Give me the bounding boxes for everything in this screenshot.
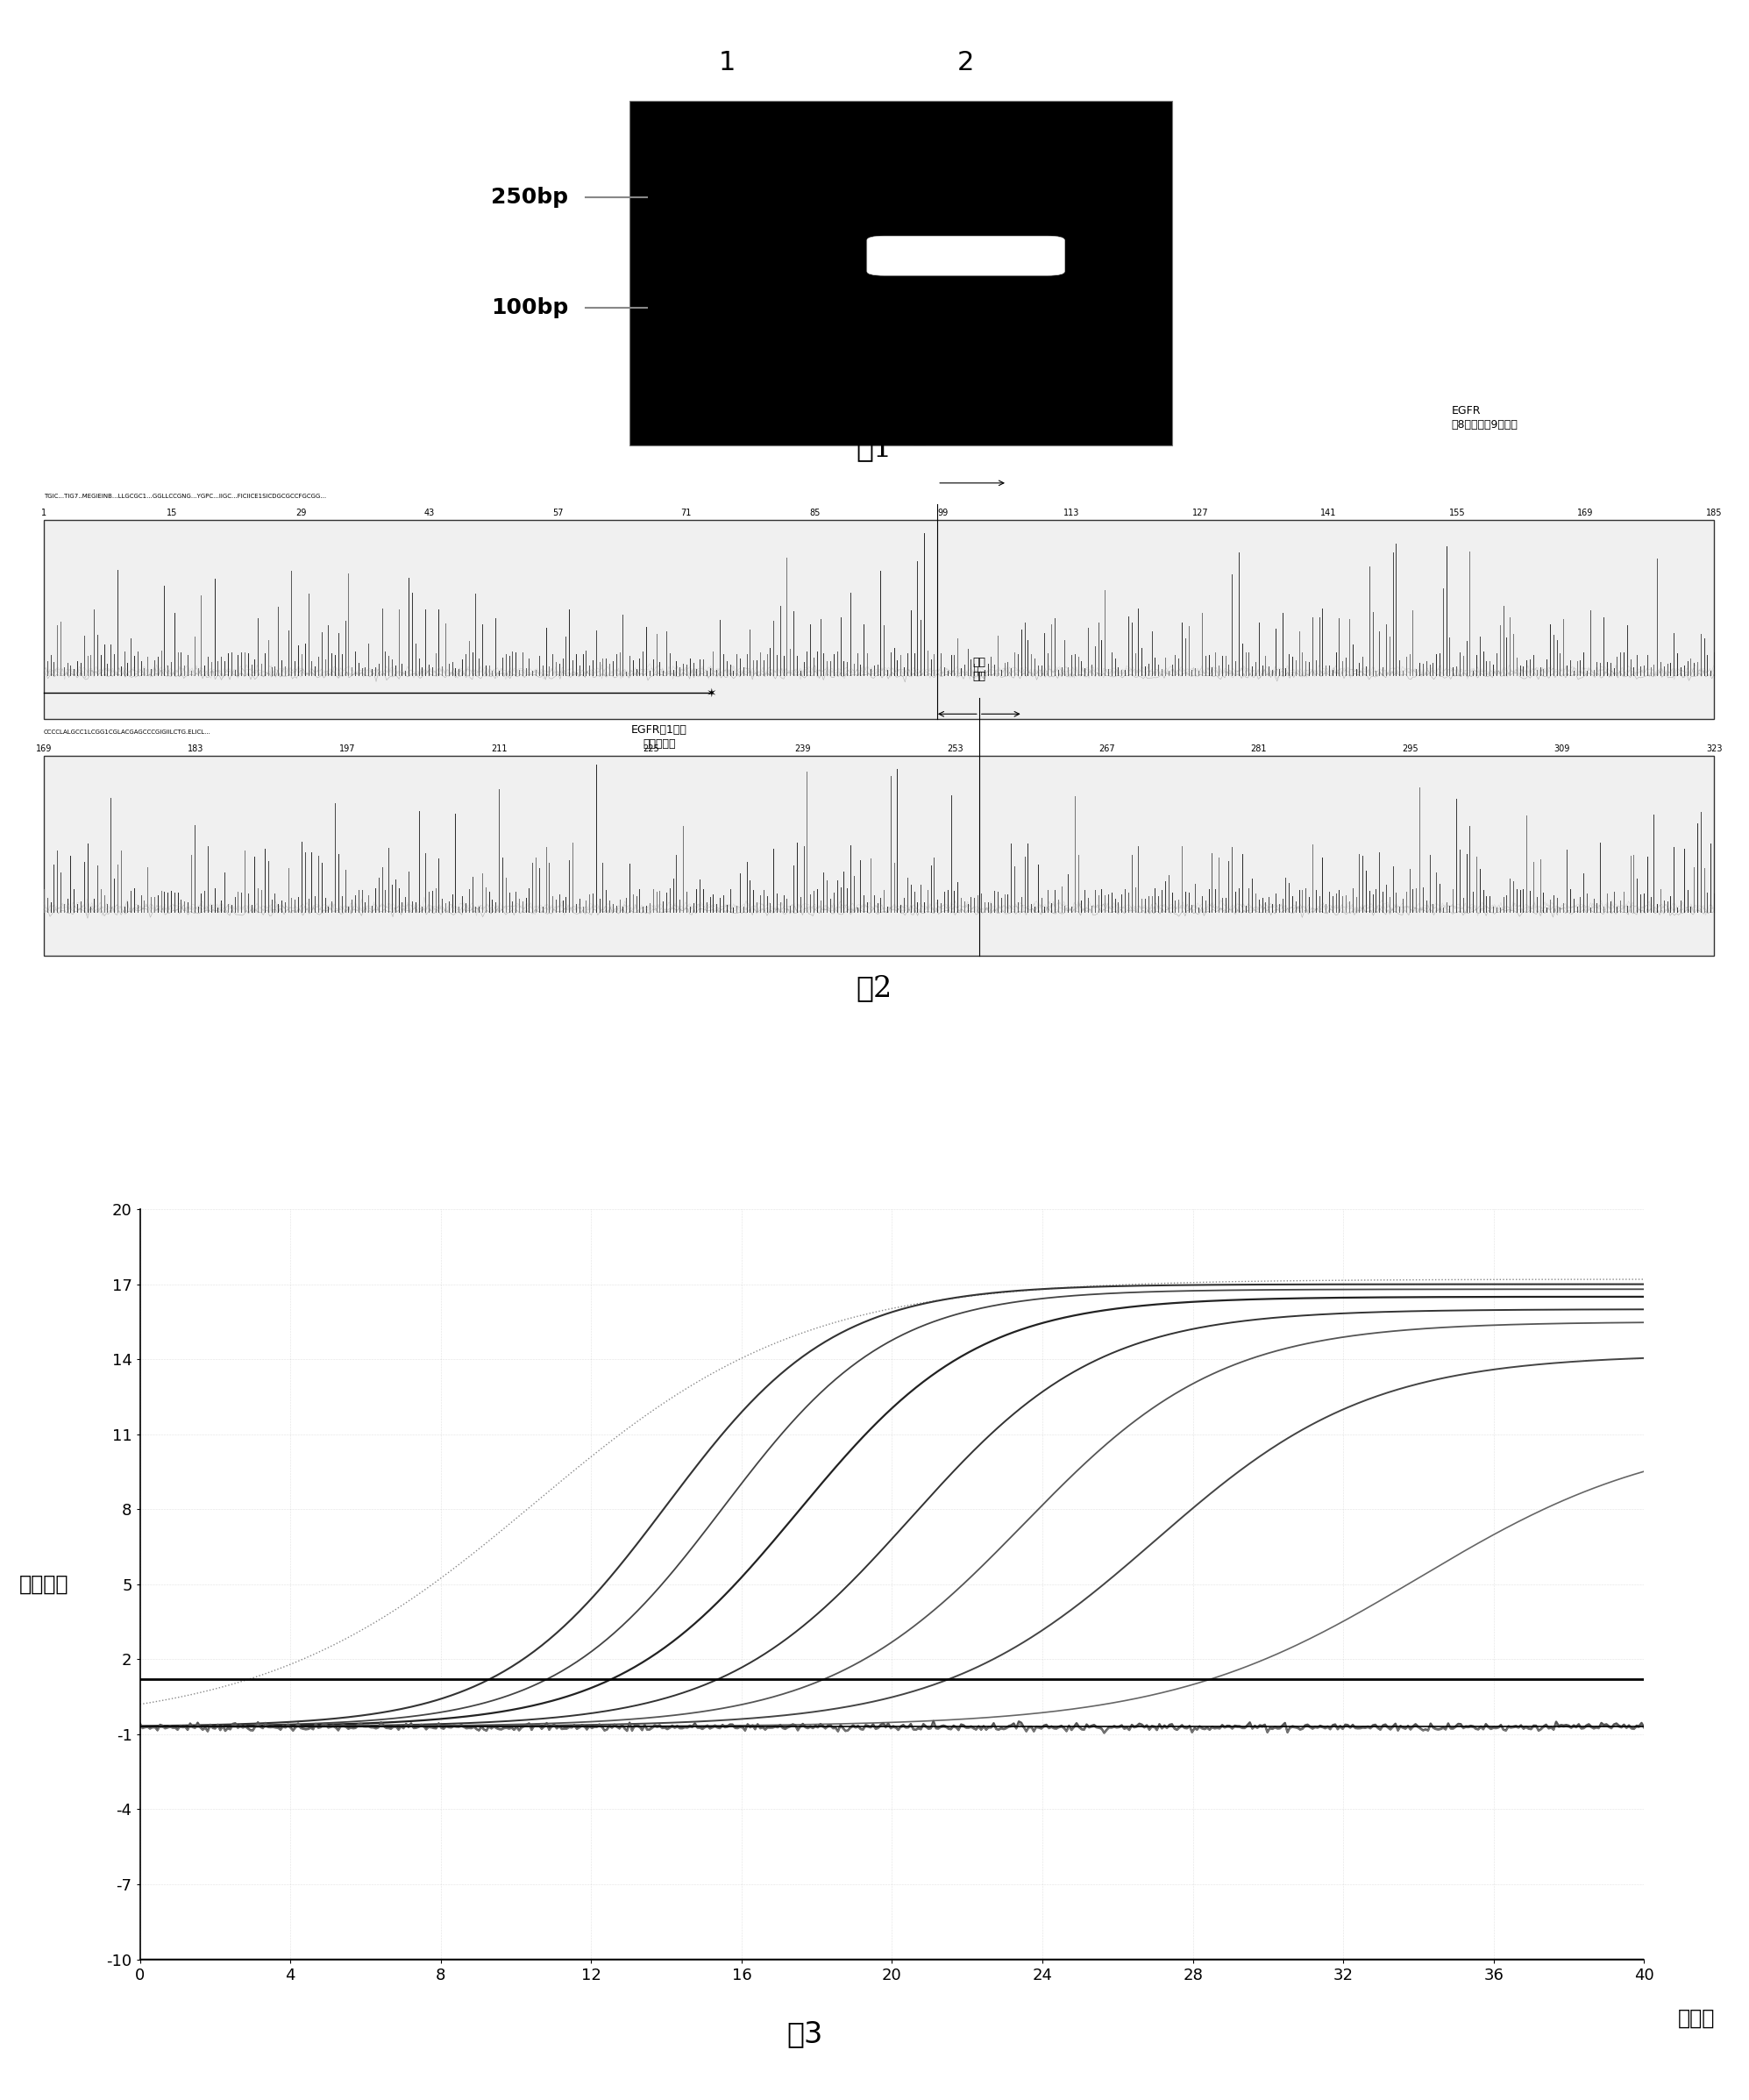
Text: 图1: 图1 bbox=[857, 435, 892, 462]
Text: 141: 141 bbox=[1320, 508, 1336, 517]
Bar bbox=[44, 756, 1714, 955]
Text: 155: 155 bbox=[1448, 508, 1466, 517]
Bar bbox=[630, 101, 1172, 445]
Text: 183: 183 bbox=[187, 745, 203, 754]
Text: 127: 127 bbox=[1191, 508, 1209, 517]
Text: 酶切
位点: 酶切 位点 bbox=[972, 657, 986, 682]
Text: 57: 57 bbox=[553, 508, 563, 517]
Text: 荧光强度: 荧光强度 bbox=[19, 1573, 68, 1594]
Text: 43: 43 bbox=[423, 508, 434, 517]
Text: 250bp: 250bp bbox=[491, 187, 568, 208]
Text: 267: 267 bbox=[1098, 745, 1114, 754]
Text: 29: 29 bbox=[296, 508, 306, 517]
Text: 323: 323 bbox=[1705, 745, 1723, 754]
Text: 图2: 图2 bbox=[857, 974, 892, 1002]
Text: 169: 169 bbox=[35, 745, 52, 754]
Text: TGIC...TIG7..MEGIEINB...LLGCGC1...GGLLCCGNG...YGPC...IIGC...FICIICE1SICDGCGCCFGC: TGIC...TIG7..MEGIEINB...LLGCGC1...GGLLCC… bbox=[44, 493, 325, 498]
Text: 1: 1 bbox=[719, 50, 736, 76]
Text: 113: 113 bbox=[1063, 508, 1079, 517]
Text: 211: 211 bbox=[491, 745, 507, 754]
Text: EGFR第1外显
子（部分）: EGFR第1外显 子（部分） bbox=[631, 724, 687, 750]
Text: 281: 281 bbox=[1251, 745, 1266, 754]
Text: 309: 309 bbox=[1555, 745, 1571, 754]
Text: 197: 197 bbox=[339, 745, 355, 754]
Text: 185: 185 bbox=[1705, 508, 1723, 517]
Text: 酶切
位点: 酶切 位点 bbox=[913, 420, 927, 445]
Text: CCCCLALGCC1LCGG1CGLACGAGCCCGIGIILCTG.ELICL...: CCCCLALGCC1LCGG1CGLACGAGCCCGIGIILCTG.ELI… bbox=[44, 729, 212, 735]
Text: ✶: ✶ bbox=[707, 687, 717, 699]
Text: 2: 2 bbox=[957, 50, 974, 76]
Text: 图3: 图3 bbox=[787, 2020, 822, 2048]
Text: 100bp: 100bp bbox=[491, 296, 568, 317]
Text: 循环数: 循环数 bbox=[1677, 2008, 1716, 2029]
Text: 85: 85 bbox=[810, 508, 820, 517]
Text: 253: 253 bbox=[946, 745, 964, 754]
Text: 99: 99 bbox=[937, 508, 948, 517]
Text: 225: 225 bbox=[644, 745, 659, 754]
Bar bbox=[44, 519, 1714, 718]
Text: 1: 1 bbox=[40, 508, 47, 517]
Text: EGFR
第8及部分第9外显子: EGFR 第8及部分第9外显子 bbox=[1452, 405, 1518, 430]
Text: 15: 15 bbox=[166, 508, 178, 517]
Text: 169: 169 bbox=[1578, 508, 1593, 517]
FancyBboxPatch shape bbox=[868, 235, 1065, 275]
Text: 239: 239 bbox=[794, 745, 812, 754]
Text: 295: 295 bbox=[1403, 745, 1418, 754]
Text: 71: 71 bbox=[680, 508, 691, 517]
